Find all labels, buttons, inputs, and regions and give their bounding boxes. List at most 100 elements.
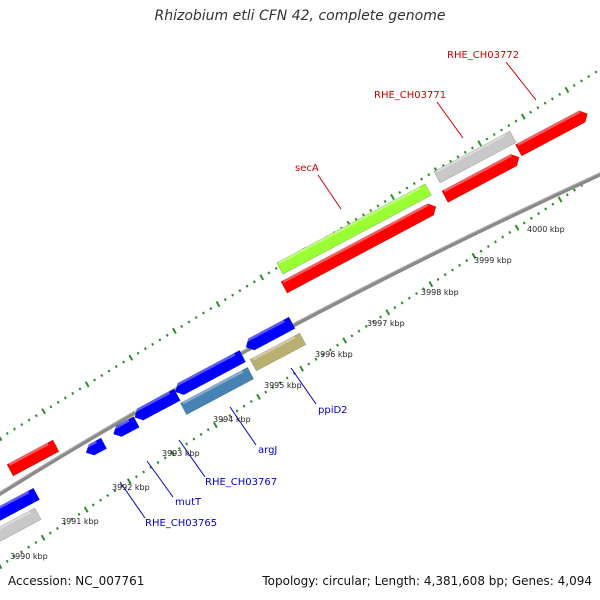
scale-dot bbox=[369, 208, 373, 212]
scale-dot bbox=[529, 216, 533, 220]
scale-dot bbox=[55, 526, 59, 530]
scale-major-tick bbox=[259, 274, 265, 281]
scale-dot bbox=[500, 128, 503, 132]
scale-major-tick bbox=[128, 354, 134, 361]
gene-label: RHE_CH03772 bbox=[447, 50, 519, 61]
scale-dot bbox=[383, 199, 387, 203]
scale-dot bbox=[470, 146, 474, 150]
scale-dot bbox=[199, 432, 203, 436]
scale-dot bbox=[405, 186, 409, 190]
scale-dot bbox=[77, 512, 81, 516]
scale-tick-label: 3999 kbp bbox=[474, 256, 512, 265]
scale-dot bbox=[350, 334, 354, 338]
scale-dot bbox=[415, 291, 418, 296]
scale-tick-label: 3997 kbp bbox=[367, 319, 405, 328]
scale-dot bbox=[558, 92, 562, 96]
scale-dot bbox=[99, 498, 102, 502]
scale-dot bbox=[221, 418, 225, 422]
gene-forward-1 bbox=[441, 154, 520, 203]
gene-label: argJ bbox=[258, 445, 277, 456]
leader-line bbox=[290, 367, 317, 405]
scale-dot bbox=[486, 244, 490, 249]
scale-dot bbox=[235, 409, 239, 413]
gene-label: RHE_CH03765 bbox=[145, 518, 217, 529]
scale-dot bbox=[314, 357, 318, 361]
leader-line bbox=[317, 174, 342, 210]
scale-dot bbox=[178, 446, 181, 451]
gene-label: RHE_CH03771 bbox=[374, 90, 446, 101]
scale-dot bbox=[479, 249, 483, 253]
scale-tick-label: 3993 kbp bbox=[162, 449, 200, 458]
scale-dot bbox=[278, 381, 282, 385]
scale-major-tick bbox=[126, 478, 132, 485]
scale-dot bbox=[379, 315, 383, 319]
scale-dot bbox=[357, 329, 361, 333]
gene-rhe-ch03772 bbox=[515, 110, 588, 157]
scale-dot bbox=[400, 301, 404, 305]
scale-dot bbox=[5, 559, 9, 563]
scale-dot bbox=[412, 182, 416, 186]
scale-major-tick bbox=[471, 252, 477, 259]
scale-major-tick bbox=[514, 224, 520, 231]
scale-dot bbox=[78, 387, 82, 391]
scale-dot bbox=[537, 212, 541, 216]
scale-dot bbox=[27, 545, 31, 549]
scale-dot bbox=[522, 221, 526, 225]
scale-dot bbox=[376, 204, 380, 208]
gene-reverse-3 bbox=[112, 416, 140, 437]
scale-dot bbox=[223, 298, 227, 302]
scale-major-tick bbox=[41, 408, 46, 415]
scale-dot bbox=[245, 284, 249, 288]
scale-dot bbox=[209, 307, 213, 311]
scale-dot bbox=[142, 470, 146, 474]
gene-rhe-ch03771 bbox=[433, 130, 517, 184]
scale-dot bbox=[371, 320, 375, 324]
scale-dot bbox=[5, 431, 9, 436]
scale-dot bbox=[49, 405, 53, 409]
scale-tick-label: 4000 kbp bbox=[527, 225, 565, 234]
scale-major-tick bbox=[169, 450, 175, 457]
scale-dot bbox=[463, 150, 467, 154]
scale-dot bbox=[580, 79, 583, 83]
scale-dot bbox=[63, 396, 67, 400]
scale-dot bbox=[321, 353, 325, 357]
gene-label: ppiD2 bbox=[318, 405, 348, 416]
scale-dot bbox=[543, 101, 547, 105]
scale-dot bbox=[494, 240, 497, 244]
leader-line bbox=[229, 406, 257, 446]
scale-dot bbox=[449, 159, 453, 163]
scale-major-tick bbox=[84, 381, 90, 388]
gene-label: RHE_CH03767 bbox=[205, 477, 277, 488]
scale-dot bbox=[458, 263, 462, 267]
scale-major-tick bbox=[172, 327, 177, 334]
scale-dot bbox=[328, 348, 332, 352]
gene-reverse-4 bbox=[85, 437, 108, 456]
gene-ppid2 bbox=[249, 332, 307, 372]
scale-dot bbox=[143, 347, 147, 351]
scale-dot bbox=[113, 489, 117, 493]
scale-dot bbox=[443, 273, 447, 277]
scale-major-tick bbox=[83, 506, 89, 513]
gene-features bbox=[0, 110, 588, 545]
gene-reverse-5 bbox=[0, 487, 40, 526]
scale-major-tick bbox=[390, 193, 395, 201]
scale-dot bbox=[27, 418, 31, 422]
scale-dot bbox=[48, 531, 52, 535]
scale-dot bbox=[93, 378, 96, 382]
scale-dot bbox=[202, 311, 205, 315]
scale-dot bbox=[492, 132, 496, 137]
scale-major-tick bbox=[557, 196, 563, 203]
accession-text: Accession: NC_007761 bbox=[8, 574, 145, 588]
gene-forward-2 bbox=[280, 203, 437, 294]
scale-dot bbox=[354, 217, 358, 221]
scale-dot bbox=[249, 399, 253, 404]
scale-dot bbox=[156, 461, 160, 465]
scale-dot bbox=[252, 280, 256, 284]
scale-major-tick bbox=[40, 534, 46, 541]
scale-tick-label: 3990 kbp bbox=[10, 552, 48, 561]
scale-dot bbox=[514, 119, 518, 123]
scale-dot bbox=[56, 400, 60, 404]
genome-summary-text: Topology: circular; Length: 4,381,608 bp… bbox=[262, 574, 592, 588]
scale-dot bbox=[508, 230, 512, 234]
scale-dot bbox=[565, 193, 569, 197]
